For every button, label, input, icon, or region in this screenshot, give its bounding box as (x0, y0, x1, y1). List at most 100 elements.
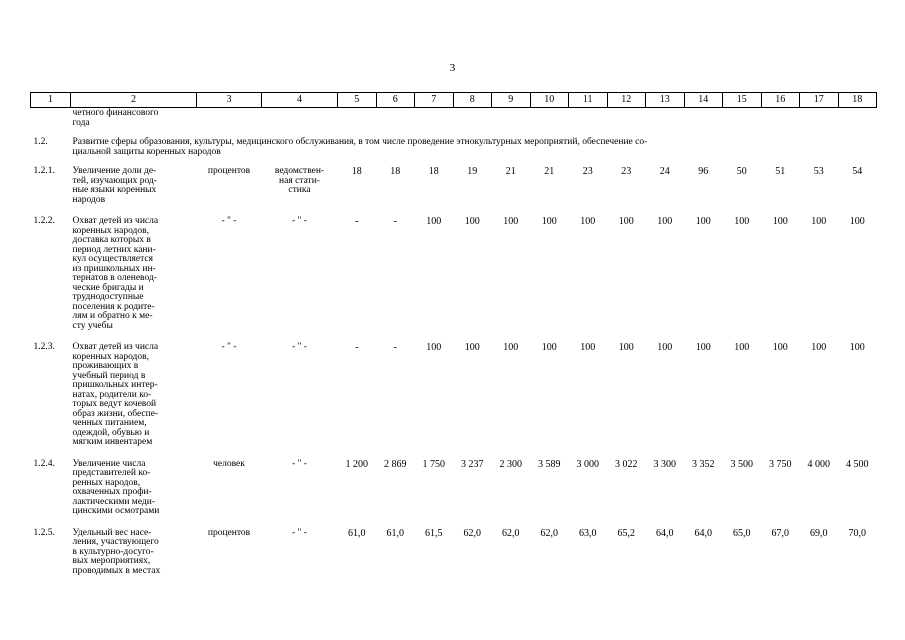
value-cell: 65,0 (733, 527, 751, 539)
value-cell: 62,0 (463, 527, 482, 539)
indicator-name: Удельный вес насе- ления, участвующего в… (72, 527, 161, 576)
column-number-8: 8 (452, 92, 492, 108)
value-cell: 100 (734, 342, 750, 353)
page-number: 3 (449, 62, 456, 74)
value-cell: 23 (621, 166, 632, 177)
value-cell: 100 (426, 342, 442, 353)
column-number-6: 6 (375, 92, 415, 108)
value-cell: 3 237 (461, 458, 484, 470)
value-cell: 3 750 (769, 458, 792, 470)
value-cell: - (355, 216, 359, 227)
column-number-9: 9 (491, 92, 531, 108)
value-cell: 100 (618, 216, 634, 227)
value-cell: 18 (351, 166, 362, 177)
column-number-header-row: 1 2 3 4 5 6 7 8 9 10 11 12 13 14 15 16 17 18 (30, 92, 877, 108)
indicators-table: 1 2 3 4 5 6 7 8 9 10 11 12 13 14 15 16 17 18 четного фина… (30, 92, 877, 584)
unit-cell: процентов (207, 527, 251, 538)
column-number-4: 4 (261, 92, 338, 108)
value-cell: 1 750 (422, 458, 446, 470)
column-number-2: 2 (70, 92, 197, 108)
indicator-name: Увеличение доли де- тей, изучающих род- … (72, 166, 157, 205)
table-row: 1.2.1. Увеличение доли де- тей, изучающих… (31, 163, 877, 213)
indicator-name: Охват детей из числа коренных народов, п… (72, 342, 159, 447)
value-cell: 3 589 (538, 458, 561, 470)
unit-cell: - " - (221, 342, 237, 352)
row-number: 1.2.3. (33, 342, 55, 352)
value-cell: 100 (464, 216, 480, 227)
value-cell: - (393, 216, 397, 227)
value-cell: 19 (467, 166, 478, 177)
value-cell: 100 (464, 342, 480, 353)
value-cell: 100 (503, 342, 519, 353)
value-cell: 3 300 (653, 458, 677, 470)
value-cell: 100 (849, 216, 865, 227)
row-number: 1.2.5. (33, 527, 55, 538)
column-number-15: 15 (722, 92, 762, 108)
value-cell: 21 (505, 166, 516, 177)
unit-cell: человек (213, 458, 245, 469)
value-cell: 53 (813, 166, 824, 177)
value-cell: 18 (390, 166, 401, 177)
section-row: 1.2. Развитие сферы образования, культур… (31, 132, 877, 163)
value-cell: 62,0 (540, 527, 559, 539)
column-number-17: 17 (799, 92, 839, 108)
row-number: 1.2.2. (33, 216, 55, 226)
value-cell: 3 000 (576, 458, 600, 470)
value-cell: 4 000 (807, 458, 831, 470)
value-cell: 50 (736, 166, 747, 177)
value-cell: 100 (541, 342, 557, 353)
value-cell: 3 352 (692, 458, 715, 470)
empty-cell (31, 108, 71, 133)
unit-cell: - " - (221, 216, 237, 226)
value-cell: 100 (541, 216, 557, 227)
value-cell: 61,5 (425, 527, 443, 539)
value-cell: 18 (428, 166, 439, 177)
value-cell: 100 (772, 216, 788, 227)
column-number-7: 7 (414, 92, 454, 108)
value-cell: 61,0 (386, 527, 405, 539)
value-cell: 67,0 (771, 527, 790, 539)
value-cell: 3 022 (615, 458, 638, 470)
column-number-11: 11 (568, 92, 608, 108)
value-cell: 100 (772, 342, 788, 353)
row-number: 1.2.4. (33, 458, 55, 469)
value-cell: 2 869 (384, 458, 407, 470)
value-cell: 3 500 (730, 458, 754, 470)
source-cell: - " - (292, 216, 307, 226)
section-number: 1.2. (33, 137, 48, 147)
indicator-name: Охват детей из числа коренных народов, д… (72, 216, 159, 331)
table-row: 1.2.5. Удельный вес насе- ления, участвую… (31, 525, 877, 585)
unit-cell: процентов (207, 166, 251, 176)
value-cell: 1 200 (345, 458, 369, 470)
section-title: Развитие сферы образования, культуры, ме… (72, 137, 648, 157)
source-cell: ведомствен- ная стати- стика (274, 166, 325, 195)
value-cell: 23 (582, 166, 593, 177)
value-cell: 100 (580, 216, 596, 227)
value-cell: 96 (698, 166, 709, 177)
value-cell: 100 (811, 342, 827, 353)
value-cell: 21 (544, 166, 555, 177)
continuation-row: четного финансового года (31, 108, 877, 133)
value-cell: 100 (503, 216, 519, 227)
source-cell: - " - (292, 527, 307, 538)
value-cell: 100 (849, 342, 865, 353)
column-number-13: 13 (645, 92, 685, 108)
value-cell: 64,0 (656, 527, 674, 539)
column-number-14: 14 (683, 92, 723, 108)
value-cell: 61,0 (348, 527, 366, 539)
source-cell: - " - (292, 342, 307, 352)
value-cell: - (393, 342, 397, 353)
column-number-18: 18 (837, 92, 877, 108)
column-number-1: 1 (30, 92, 71, 108)
empty-cell (197, 108, 877, 133)
table-row: 1.2.2. Охват детей из числа коренных наро… (31, 213, 877, 339)
value-cell: 100 (657, 216, 673, 227)
value-cell: 69,0 (810, 527, 828, 539)
value-cell: 54 (852, 166, 863, 177)
table-row: 1.2.4. Увеличение числа представителей ко… (31, 456, 877, 525)
value-cell: 4 500 (846, 458, 869, 470)
value-cell: 100 (734, 216, 750, 227)
column-number-16: 16 (760, 92, 800, 108)
indicator-name: Увеличение числа представителей ко- ренн… (72, 458, 160, 516)
value-cell: 2 300 (499, 458, 523, 470)
